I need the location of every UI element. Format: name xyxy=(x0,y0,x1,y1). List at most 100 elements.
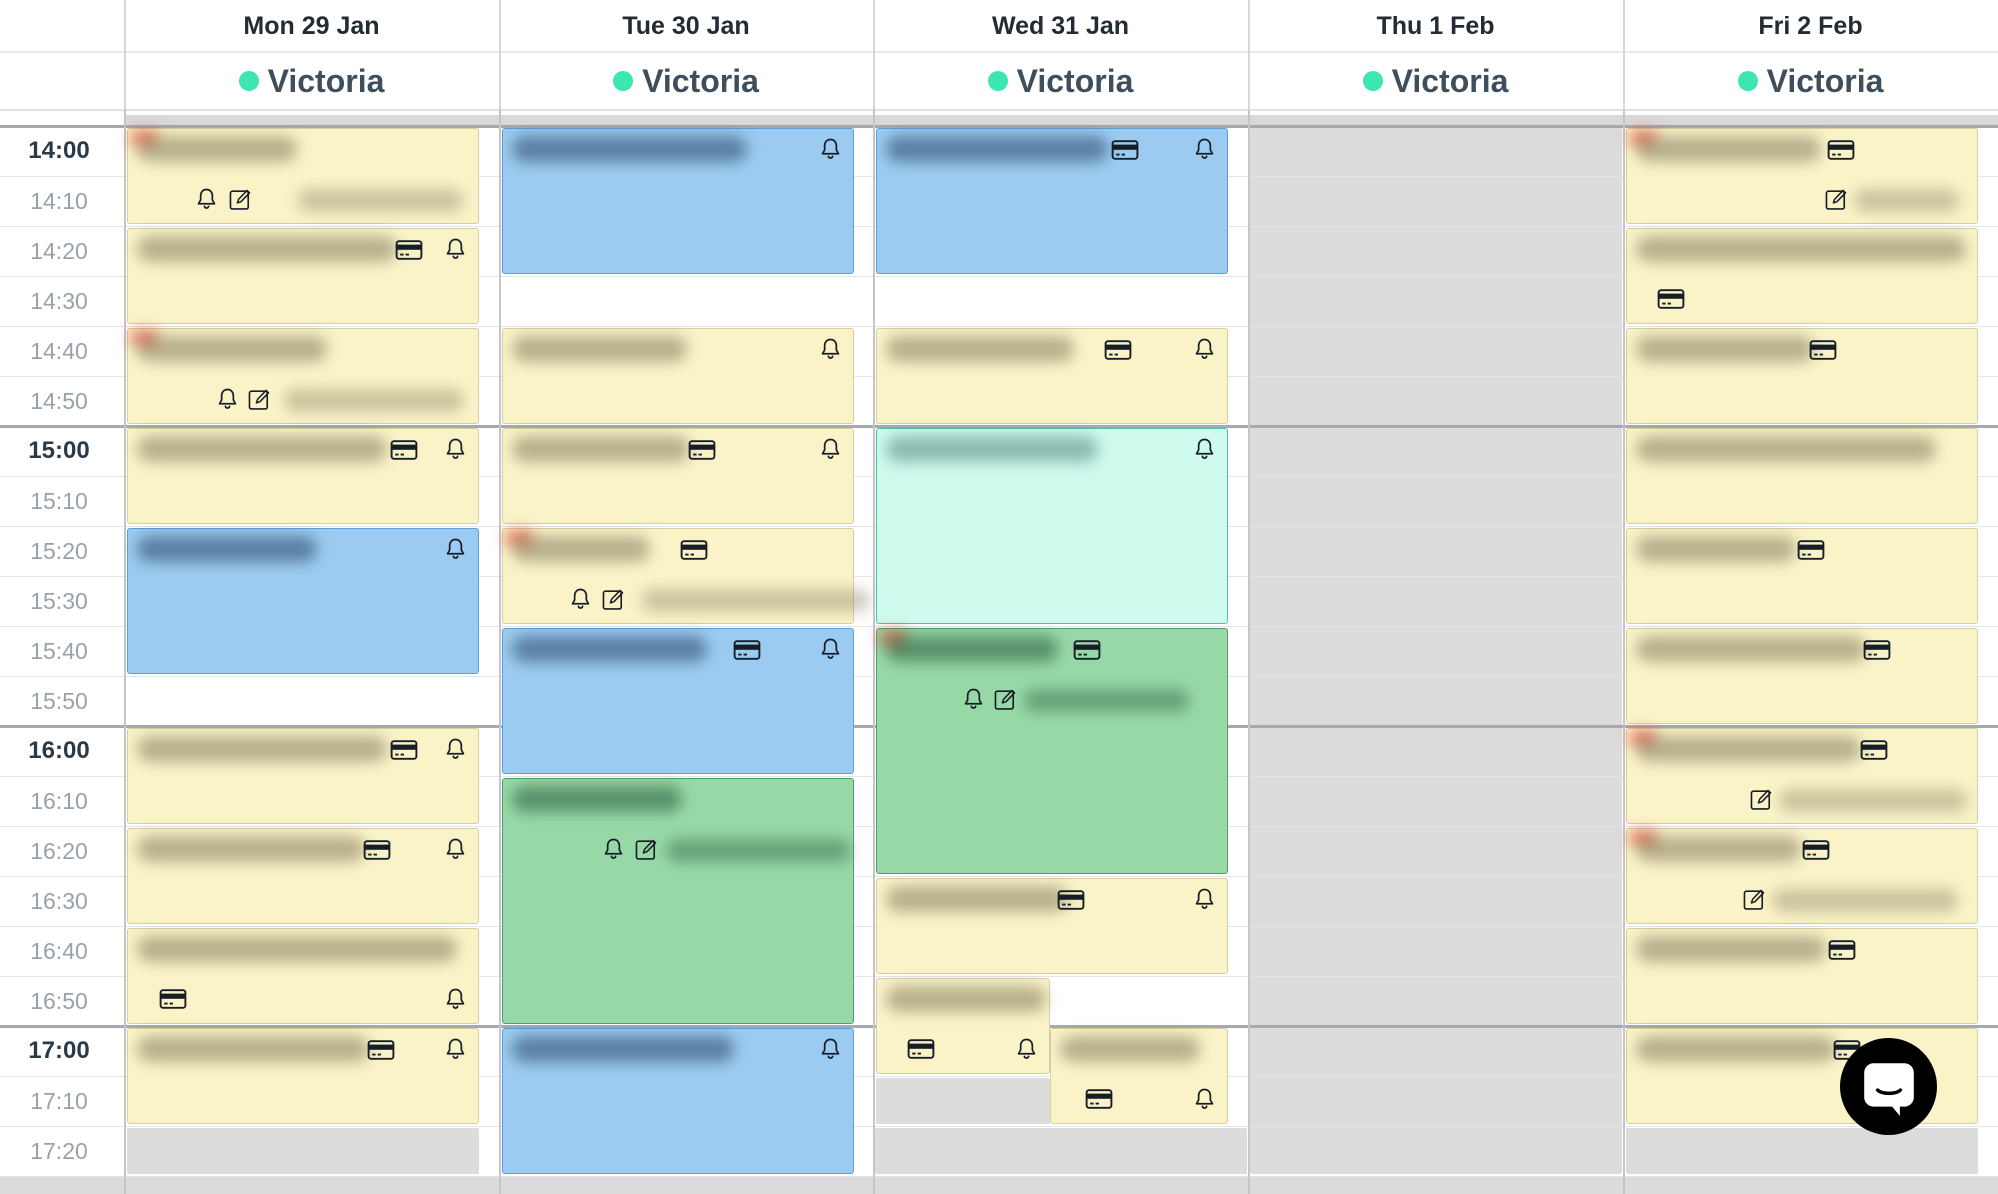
appointment[interactable] xyxy=(501,1027,854,1174)
redacted-title xyxy=(511,335,687,362)
appointment[interactable] xyxy=(1625,327,1978,424)
day-header-label: Thu 1 Feb xyxy=(1376,11,1495,40)
redacted-title xyxy=(511,135,747,162)
redacted-title xyxy=(136,435,387,462)
staff-header-mon[interactable]: Victoria xyxy=(124,52,499,110)
time-label: 14:50 xyxy=(30,388,88,414)
reminder-bell-icon xyxy=(817,336,844,363)
appointment[interactable] xyxy=(875,427,1228,624)
edit-note-icon xyxy=(600,586,626,612)
appointment[interactable] xyxy=(1625,127,1978,224)
appointment[interactable] xyxy=(126,727,479,824)
appointment[interactable] xyxy=(126,327,479,424)
reminder-bell-icon xyxy=(442,236,469,263)
appointment[interactable] xyxy=(1625,527,1978,624)
time-label: 14:10 xyxy=(30,188,88,214)
appointment[interactable] xyxy=(501,777,854,1024)
appointment[interactable] xyxy=(1625,427,1978,524)
redacted-title xyxy=(1635,835,1801,862)
staff-status-dot xyxy=(613,71,634,91)
redacted-note xyxy=(642,588,870,612)
header-column-divider xyxy=(1248,0,1250,110)
chat-launcher-button[interactable] xyxy=(1840,1038,1937,1135)
payment-card-icon xyxy=(1802,838,1830,862)
redacted-title xyxy=(136,1035,369,1062)
redacted-note xyxy=(1024,688,1189,712)
reminder-bell-icon xyxy=(442,736,469,763)
redacted-note xyxy=(666,838,851,862)
redacted-title xyxy=(1635,735,1861,762)
appointment[interactable] xyxy=(1625,827,1978,924)
appointment[interactable] xyxy=(126,227,479,324)
reminder-bell-icon xyxy=(817,436,844,463)
payment-card-icon xyxy=(1860,738,1888,762)
appointment[interactable] xyxy=(875,977,1050,1074)
payment-card-icon xyxy=(680,538,708,562)
appointment[interactable] xyxy=(1625,927,1978,1024)
minute-gridline xyxy=(0,625,1998,627)
appointment[interactable] xyxy=(875,127,1228,274)
edit-note-icon xyxy=(992,686,1018,712)
redacted-title xyxy=(136,935,457,962)
reminder-bell-icon xyxy=(1191,136,1218,163)
appointment[interactable] xyxy=(126,427,479,524)
appointment[interactable] xyxy=(875,627,1228,874)
redacted-title xyxy=(885,885,1068,912)
redacted-note xyxy=(1772,888,1958,912)
minute-gridline xyxy=(0,875,1998,877)
appointment[interactable] xyxy=(126,927,479,1024)
staff-status-dot xyxy=(1362,71,1383,91)
appointment[interactable] xyxy=(875,877,1228,974)
redacted-title xyxy=(1635,535,1796,562)
appointment[interactable] xyxy=(1625,227,1978,324)
unavailable-block xyxy=(874,1127,1247,1174)
day-header-fri: Fri 2 Feb xyxy=(1623,0,1998,52)
redacted-title xyxy=(1635,1035,1836,1062)
staff-status-dot xyxy=(1737,71,1758,91)
day-header-label: Mon 29 Jan xyxy=(243,11,380,40)
payment-card-icon xyxy=(390,438,418,462)
reminder-bell-icon xyxy=(442,436,469,463)
time-label: 16:10 xyxy=(30,788,88,814)
payment-card-icon xyxy=(367,1038,395,1062)
appointment[interactable] xyxy=(501,127,854,274)
staff-header-thu[interactable]: Victoria xyxy=(1248,52,1623,110)
staff-header-wed[interactable]: Victoria xyxy=(873,52,1248,110)
payment-card-icon xyxy=(1073,638,1101,662)
staff-name: Victoria xyxy=(1391,62,1509,99)
appointment[interactable] xyxy=(501,327,854,424)
payment-card-icon xyxy=(1085,1087,1113,1111)
appointment[interactable] xyxy=(1625,727,1978,824)
appointment[interactable] xyxy=(126,827,479,924)
redacted-title xyxy=(885,635,1058,662)
appointment[interactable] xyxy=(126,127,479,224)
appointment[interactable] xyxy=(126,1027,479,1124)
appointment[interactable] xyxy=(875,327,1228,424)
time-label: 15:00 xyxy=(28,437,90,464)
day-header-tue: Tue 30 Jan xyxy=(499,0,873,52)
appointment[interactable] xyxy=(501,527,870,624)
time-label: 15:40 xyxy=(30,638,88,664)
redacted-note xyxy=(298,188,463,212)
appointment[interactable] xyxy=(501,627,854,774)
time-label: 15:10 xyxy=(30,488,88,514)
staff-name: Victoria xyxy=(642,62,759,99)
appointment[interactable] xyxy=(126,527,479,674)
staff-status-dot xyxy=(238,71,259,91)
appointment[interactable] xyxy=(501,427,854,524)
day-header-label: Wed 31 Jan xyxy=(991,11,1130,40)
payment-card-icon xyxy=(1104,338,1132,362)
minute-gridline xyxy=(0,275,1998,277)
past-time-band xyxy=(124,115,1998,126)
header-column-divider xyxy=(499,0,501,110)
redacted-title xyxy=(136,135,297,162)
appointment[interactable] xyxy=(1050,1027,1228,1124)
staff-header-fri[interactable]: Victoria xyxy=(1623,52,1998,110)
reminder-bell-icon xyxy=(817,1036,844,1063)
appointment[interactable] xyxy=(1625,627,1978,724)
redacted-title xyxy=(1635,135,1821,162)
staff-header-tue[interactable]: Victoria xyxy=(499,52,873,110)
time-label: 16:40 xyxy=(30,938,88,964)
time-label: 16:30 xyxy=(30,888,88,914)
